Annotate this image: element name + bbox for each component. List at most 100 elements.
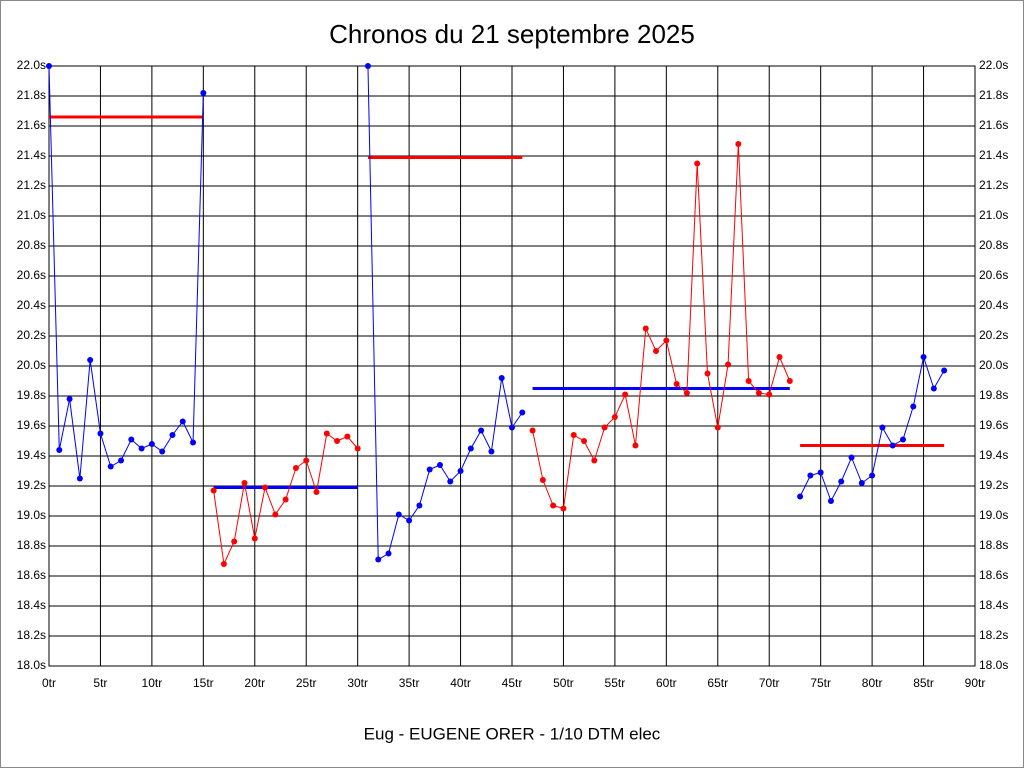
point: [694, 160, 701, 167]
point: [303, 457, 310, 464]
point: [395, 511, 402, 518]
y-tick-label: 21.6s: [17, 118, 46, 132]
point: [745, 378, 752, 384]
point: [334, 438, 341, 444]
y-tick-label: 18.6s: [17, 568, 46, 582]
point: [622, 391, 629, 398]
point: [169, 432, 176, 438]
y-tick-label: 19.0s: [17, 508, 46, 522]
point: [313, 489, 320, 495]
y-tick-label-right: 19.0s: [979, 508, 1008, 522]
point: [76, 475, 83, 482]
y-tick-label: 20.8s: [17, 238, 46, 252]
point: [323, 430, 330, 437]
y-tick-label: 20.6s: [17, 268, 46, 282]
y-tick-label-right: 19.6s: [979, 418, 1008, 432]
point: [683, 390, 690, 396]
y-tick-label: 20.4s: [17, 298, 46, 312]
point: [87, 357, 94, 363]
point: [786, 378, 793, 384]
point: [673, 381, 680, 387]
point: [889, 442, 896, 449]
point: [879, 424, 886, 431]
point: [941, 367, 948, 374]
y-tick-label-right: 21.6s: [979, 118, 1008, 132]
point: [457, 468, 464, 474]
point: [210, 487, 217, 494]
x-tick-label: 40tr: [450, 676, 471, 690]
x-tick-label: 15tr: [193, 676, 214, 690]
point: [478, 427, 485, 434]
y-tick-label-right: 20.0s: [979, 358, 1008, 372]
point: [807, 472, 814, 479]
chart-title: Chronos du 21 septembre 2025: [329, 19, 695, 49]
y-tick-label: 20.0s: [17, 358, 46, 372]
y-tick-label: 22.0s: [17, 58, 46, 72]
x-tick-label: 70tr: [759, 676, 780, 690]
point: [560, 505, 567, 512]
point: [241, 480, 248, 486]
point: [190, 439, 197, 446]
y-tick-label: 18.2s: [17, 628, 46, 642]
x-tick-label: 30tr: [347, 676, 368, 690]
point: [827, 498, 834, 504]
y-tick-label: 19.6s: [17, 418, 46, 432]
point: [148, 441, 155, 447]
y-tick-label: 21.8s: [17, 88, 46, 102]
x-tick-label: 25tr: [296, 676, 317, 690]
point: [467, 445, 474, 452]
x-tick-label: 65tr: [707, 676, 728, 690]
x-tick-label: 80tr: [862, 676, 883, 690]
point: [292, 465, 299, 471]
point: [416, 502, 423, 509]
point: [364, 63, 371, 69]
point: [529, 427, 536, 434]
point: [498, 375, 505, 381]
x-tick-label: 90tr: [965, 676, 986, 690]
y-tick-label-right: 22.0s: [979, 58, 1008, 72]
y-tick-label: 21.0s: [17, 208, 46, 222]
y-tick-label-right: 21.8s: [979, 88, 1008, 102]
y-tick-label-right: 18.4s: [979, 598, 1008, 612]
point: [46, 63, 52, 69]
point: [858, 480, 865, 486]
point: [642, 325, 649, 332]
point: [735, 141, 742, 147]
point: [282, 496, 289, 503]
point: [436, 462, 443, 468]
point: [200, 90, 207, 96]
y-tick-label-right: 21.0s: [979, 208, 1008, 222]
point: [632, 442, 639, 449]
point: [869, 472, 876, 479]
point: [344, 433, 351, 440]
y-tick-label-right: 21.4s: [979, 148, 1008, 162]
point: [704, 370, 711, 377]
x-tick-label: 50tr: [553, 676, 574, 690]
point: [97, 430, 104, 437]
point: [653, 348, 660, 354]
series-line: [48, 65, 204, 479]
point: [447, 478, 454, 485]
y-tick-label: 19.4s: [17, 448, 46, 462]
point: [251, 535, 258, 542]
x-tick-label: 35tr: [399, 676, 420, 690]
point: [118, 457, 125, 464]
y-tick-label: 21.4s: [17, 148, 46, 162]
point: [56, 447, 63, 453]
point: [591, 457, 598, 464]
y-tick-label-right: 20.6s: [979, 268, 1008, 282]
point: [725, 361, 732, 368]
y-tick-label-right: 18.8s: [979, 538, 1008, 552]
point: [406, 517, 413, 524]
y-tick-label-right: 20.2s: [979, 328, 1008, 342]
x-tick-label: 45tr: [502, 676, 523, 690]
series-line: [367, 65, 523, 561]
point: [930, 385, 937, 392]
y-tick-label: 18.0s: [17, 658, 46, 672]
point: [776, 354, 783, 360]
point: [262, 484, 269, 491]
point: [539, 477, 546, 483]
point: [581, 438, 588, 444]
y-tick-label-right: 19.8s: [979, 388, 1008, 402]
